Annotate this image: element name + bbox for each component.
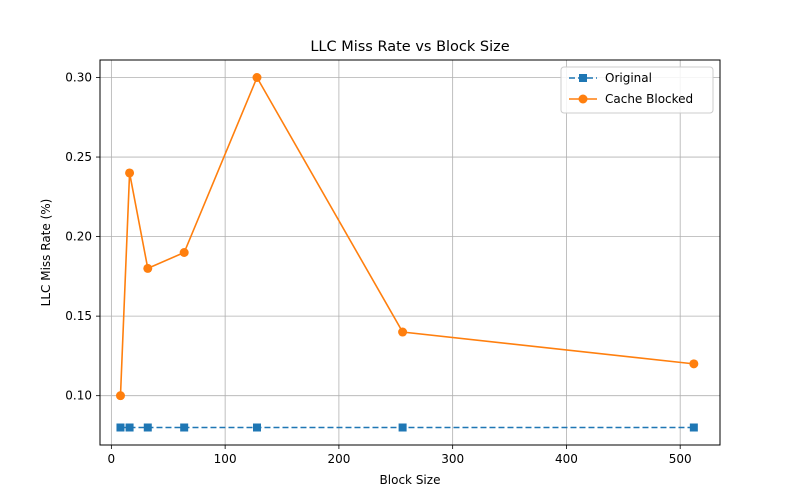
- series-layer: [115, 73, 699, 432]
- series-0-point: [180, 423, 189, 432]
- series-0-point: [125, 423, 134, 432]
- series-0-point: [143, 423, 152, 432]
- y-tick-label: 0.15: [65, 309, 92, 323]
- series-1-point: [398, 327, 408, 337]
- y-axis-label: LLC Miss Rate (%): [39, 199, 53, 307]
- x-tick-label: 0: [108, 452, 116, 466]
- series-1-point: [115, 391, 125, 401]
- x-tick-label: 100: [214, 452, 237, 466]
- axis-ticks: 0 100 200 300 400 500 0.10 0.15 0.20 0.25 0.30: [65, 71, 691, 467]
- legend-label-1: Cache Blocked: [605, 92, 693, 106]
- y-tick-label: 0.25: [65, 150, 92, 164]
- y-tick-label: 0.10: [65, 389, 92, 403]
- series-1-point: [689, 359, 699, 369]
- chart-title: LLC Miss Rate vs Block Size: [310, 39, 509, 55]
- series-0-point: [689, 423, 698, 432]
- legend-marker-1: [578, 94, 588, 104]
- legend-label-0: Original: [605, 71, 652, 85]
- series-1-point: [179, 248, 189, 257]
- x-tick-label: 300: [441, 452, 464, 466]
- series-1-point: [143, 263, 153, 273]
- legend-box: [560, 66, 714, 114]
- legend: Original Cache Blocked: [560, 66, 714, 114]
- y-tick-label: 0.30: [65, 71, 92, 85]
- series-1-point: [252, 73, 262, 82]
- series-0-point: [252, 423, 261, 432]
- series-1-point: [125, 168, 135, 178]
- y-tick-label: 0.20: [65, 230, 92, 244]
- x-tick-label: 200: [327, 452, 350, 466]
- grid-lines: [100, 60, 720, 445]
- plot-area-frame: [99, 59, 721, 446]
- legend-marker-0: [579, 74, 587, 82]
- x-axis-label: Block Size: [380, 473, 441, 487]
- series-0-point: [116, 423, 125, 432]
- series-0-point: [398, 423, 407, 432]
- x-tick-label: 500: [669, 452, 692, 466]
- x-tick-label: 400: [555, 452, 578, 466]
